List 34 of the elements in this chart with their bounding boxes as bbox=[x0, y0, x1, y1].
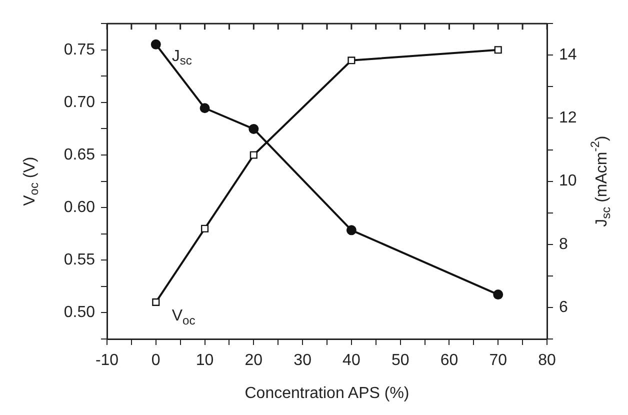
point bbox=[346, 225, 356, 236]
point bbox=[494, 46, 502, 54]
y-tick-label: 0.55 bbox=[64, 252, 96, 269]
x-axis-title: Concentration APS (%) bbox=[244, 384, 410, 402]
x-tick-label: -10 bbox=[95, 352, 119, 370]
point bbox=[250, 151, 258, 159]
y-tick-label: 0.75 bbox=[64, 41, 96, 58]
y2-tick-label: 12 bbox=[559, 110, 577, 127]
y-tick-label: 0.50 bbox=[64, 304, 96, 322]
point bbox=[348, 56, 356, 64]
x-tick-label: 10 bbox=[196, 352, 214, 370]
x-tick-label: 0 bbox=[151, 352, 160, 370]
y-axis-title: Voc (V) bbox=[21, 156, 42, 206]
y-tick-label: 0.70 bbox=[64, 94, 96, 111]
y-tick-label: 0.65 bbox=[64, 146, 96, 164]
point bbox=[150, 39, 161, 50]
point bbox=[493, 290, 504, 300]
x-tick-label: 20 bbox=[244, 352, 263, 370]
point bbox=[248, 124, 259, 134]
y2-tick-label: 8 bbox=[559, 236, 568, 253]
x-tick-label: 40 bbox=[342, 352, 360, 370]
x-tick-label: 80 bbox=[538, 352, 556, 370]
y2-tick-label: 14 bbox=[559, 46, 577, 64]
x-tick-label: 60 bbox=[440, 352, 458, 370]
x-tick-label: 70 bbox=[489, 352, 508, 370]
y2-tick-label: 6 bbox=[559, 298, 568, 316]
x-tick-label: 30 bbox=[294, 352, 312, 370]
y2-tick-label: 10 bbox=[559, 172, 577, 190]
y-tick-label: 0.60 bbox=[64, 198, 96, 216]
point bbox=[200, 224, 209, 232]
point bbox=[200, 103, 210, 114]
x-tick-label: 50 bbox=[391, 352, 410, 370]
y2-axis-title: Jsc (mAcm-2) bbox=[588, 136, 614, 227]
point bbox=[152, 298, 160, 306]
